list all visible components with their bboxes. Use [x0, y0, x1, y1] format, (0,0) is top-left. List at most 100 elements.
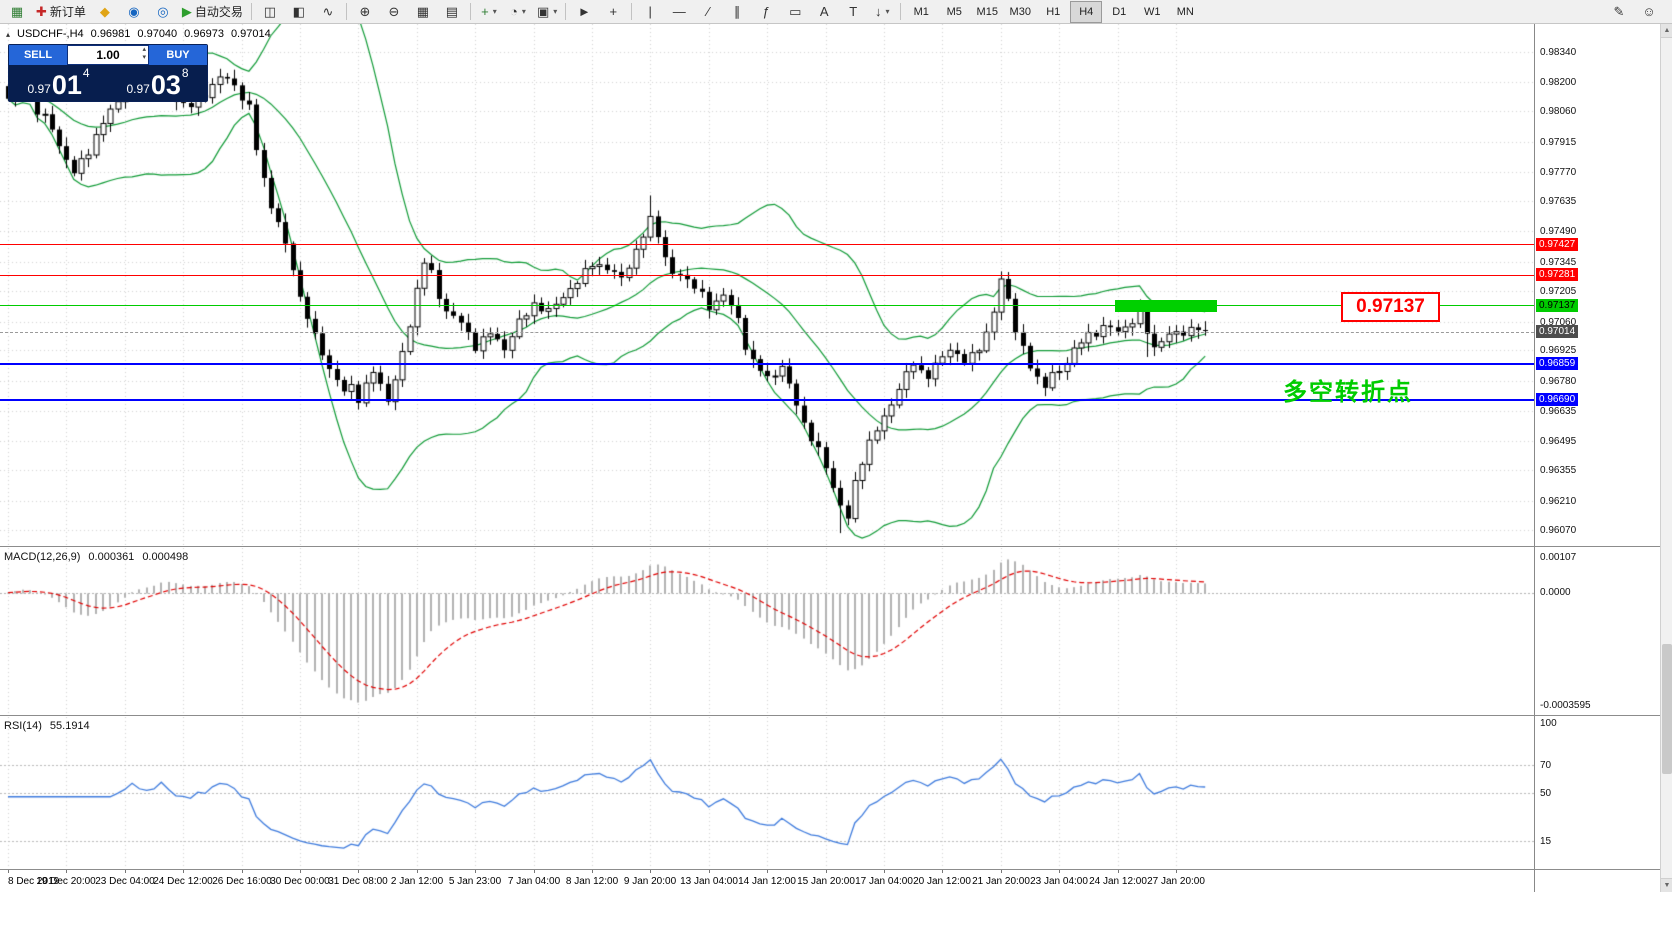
pencil-icon[interactable]: ✎	[1605, 1, 1633, 23]
volume-down-button[interactable]: ▾	[142, 54, 146, 61]
horizontal-line-icon: —	[672, 4, 686, 19]
buy-button[interactable]: BUY	[149, 45, 207, 65]
timeframe-m15-button[interactable]: M15	[976, 5, 998, 18]
vertical-line-icon[interactable]: |	[636, 1, 664, 23]
arrows-icon-dropdown[interactable]: ▾	[885, 7, 890, 16]
rsi-axis-label: 15	[1540, 836, 1552, 848]
turning-point-label[interactable]: 多空转折点	[1283, 379, 1413, 406]
bar-chart-icon[interactable]: ◫	[256, 1, 284, 23]
label-icon[interactable]: T	[839, 1, 867, 23]
candlestick-chart-icon[interactable]: ◧	[285, 1, 313, 23]
megaphone-icon: ◆	[99, 4, 110, 19]
arrows-icon[interactable]: ↓ ▾	[868, 1, 896, 23]
window-bottom-strip	[0, 892, 1672, 944]
periods-icon-dropdown[interactable]: ▾	[521, 7, 526, 16]
panel-separator[interactable]	[0, 546, 1672, 547]
volume-up-button[interactable]: ▴	[142, 46, 146, 53]
time-axis-tick-mark	[417, 870, 418, 873]
cursor-icon[interactable]: ►	[570, 1, 598, 23]
time-axis-label: 24 Jan 12:00	[1089, 876, 1147, 887]
scroll-down-button[interactable]: ▼	[1661, 878, 1672, 892]
rsi-indicator-canvas[interactable]	[0, 717, 1534, 868]
timeframe-h1-button[interactable]: H1	[1046, 5, 1061, 18]
timeframe-mn-button[interactable]: MN	[1176, 5, 1194, 18]
panel-separator[interactable]	[0, 715, 1672, 716]
time-axis-label: 9 Jan 20:00	[623, 876, 677, 887]
timeframe-m1-button[interactable]: M1	[913, 5, 929, 18]
zoom-out-icon[interactable]: ⊖	[380, 1, 408, 23]
indicators-icon-dropdown[interactable]: ▾	[492, 7, 497, 16]
zoom-in-icon[interactable]: ⊕	[351, 1, 379, 23]
buy-price-sup: 8	[181, 66, 189, 80]
sell-button[interactable]: SELL	[9, 45, 67, 65]
timeframe-h4-button[interactable]: H4	[1070, 0, 1103, 23]
time-axis-tick-mark	[767, 870, 768, 873]
channel-icon[interactable]: ∥	[723, 1, 751, 23]
time-axis[interactable]: 8 Dec 2019 19 Dec 20:00 23 Dec 04:00 24 Dec…	[0, 870, 1534, 892]
time-axis-tick-mark	[1118, 870, 1119, 873]
text-icon[interactable]: A	[810, 1, 838, 23]
price-axis-tick: 0.96495	[1540, 435, 1577, 447]
price-level-line[interactable]	[0, 274, 1534, 276]
auto-arrange-icon: ▤	[445, 4, 459, 19]
highlight-zone-bar[interactable]	[1114, 299, 1217, 312]
scrollbar-thumb[interactable]	[1662, 644, 1672, 774]
toolbar-separator	[631, 3, 633, 20]
sell-price[interactable]: 0.97 01 4	[9, 65, 108, 101]
time-axis-label: 15 Jan 20:00	[797, 876, 855, 887]
trendline-icon[interactable]: ∕	[694, 1, 722, 23]
time-axis-label: 7 Jan 04:00	[507, 876, 561, 887]
buy-price[interactable]: 0.97 03 8	[108, 65, 207, 101]
quote-collapse-icon[interactable]: ▴	[6, 29, 11, 39]
crosshair-icon[interactable]: +	[599, 1, 627, 23]
price-level-line[interactable]	[0, 305, 1534, 307]
fibonacci-icon[interactable]: ƒ	[752, 1, 780, 23]
rsi-value: 55.1914	[49, 720, 90, 732]
periods-icon[interactable]: ◔ ▾	[504, 1, 532, 23]
price-axis[interactable]: 0.98340 0.98200 0.98060 0.97915 0.97770 0.976…	[1534, 24, 1661, 892]
new-order-button[interactable]: ✚ 新订单	[32, 1, 90, 23]
timeframe-m5-button[interactable]: M5	[946, 5, 962, 18]
autotrading-button[interactable]: ▶ 自动交易	[178, 1, 247, 23]
sell-price-big: 01	[51, 70, 82, 100]
timeframe-w1-button[interactable]: W1	[1144, 5, 1161, 18]
auto-arrange-icon[interactable]: ▤	[438, 1, 466, 23]
signals-icon[interactable]: ◎	[149, 1, 177, 23]
indicators-icon[interactable]: + ▾	[475, 1, 503, 23]
macd-header: MACD(12,26,9) 0.000361 0.000498	[4, 551, 188, 563]
market-icon[interactable]: ◉	[120, 1, 148, 23]
timeframe-m30-button[interactable]: M30	[1009, 5, 1031, 18]
main-chart-canvas[interactable]	[0, 24, 1534, 545]
vertical-scrollbar[interactable]: ▲ ▼	[1660, 24, 1672, 892]
new-chart-icon: ▦	[10, 4, 24, 19]
price-axis-tick: 0.97915	[1540, 136, 1577, 148]
new-chart-icon[interactable]: ▦	[3, 1, 31, 23]
templates-icon-dropdown[interactable]: ▾	[553, 7, 558, 16]
price-level-line[interactable]	[0, 398, 1534, 401]
toolbar-separator	[250, 3, 252, 20]
time-axis-tick-mark	[66, 870, 67, 873]
macd-indicator-canvas[interactable]	[0, 548, 1534, 714]
shapes-icon[interactable]: ▭	[781, 1, 809, 23]
line-chart-icon: ∿	[322, 4, 334, 19]
smiley-icon: ☺	[1642, 4, 1656, 19]
price-level-line[interactable]	[0, 363, 1534, 366]
megaphone-icon[interactable]: ◆	[91, 1, 119, 23]
horizontal-line-icon[interactable]: —	[665, 1, 693, 23]
autotrading-button-icon: ▶	[181, 4, 192, 19]
panel-separator[interactable]	[0, 869, 1672, 870]
scroll-up-button[interactable]: ▲	[1661, 24, 1672, 38]
price-axis-tick: 0.97345	[1540, 256, 1577, 268]
pencil-icon: ✎	[1613, 4, 1625, 19]
line-chart-icon[interactable]: ∿	[314, 1, 342, 23]
templates-icon[interactable]: ▣ ▾	[533, 1, 561, 23]
timeframe-d1-button[interactable]: D1	[1112, 5, 1127, 18]
smiley-icon[interactable]: ☺	[1635, 1, 1663, 23]
time-axis-label: 31 Dec 08:00	[328, 876, 388, 887]
price-level-line[interactable]	[0, 244, 1534, 246]
price-callout-box[interactable]: 0.97137	[1341, 292, 1440, 322]
volume-input[interactable]: 1.00 ▴ ▾	[68, 46, 148, 64]
quote-close: 0.97014	[230, 28, 271, 40]
tile-windows-icon[interactable]: ▦	[409, 1, 437, 23]
rsi-axis-label: 100	[1540, 718, 1557, 729]
